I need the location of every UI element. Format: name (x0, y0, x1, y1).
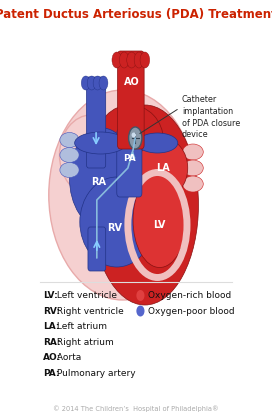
Text: Left ventricle: Left ventricle (54, 291, 116, 300)
Text: PA:: PA: (43, 369, 59, 378)
Ellipse shape (97, 105, 163, 175)
Text: RV: RV (107, 223, 122, 233)
Text: Left atrium: Left atrium (54, 322, 107, 331)
Ellipse shape (137, 133, 178, 153)
Ellipse shape (75, 132, 126, 154)
Text: Catheter
implantation
of PDA closure
device: Catheter implantation of PDA closure dev… (182, 95, 240, 139)
Ellipse shape (183, 144, 203, 160)
Ellipse shape (134, 52, 144, 68)
Text: Oxygen-poor blood: Oxygen-poor blood (148, 307, 234, 315)
Text: PA: PA (123, 154, 136, 163)
Ellipse shape (91, 105, 199, 305)
Ellipse shape (129, 127, 142, 149)
Ellipse shape (87, 76, 96, 90)
Ellipse shape (99, 76, 108, 90)
Ellipse shape (119, 52, 129, 68)
Text: AO:: AO: (43, 353, 61, 362)
Text: Aorta: Aorta (54, 353, 81, 362)
Ellipse shape (132, 132, 136, 137)
Ellipse shape (49, 90, 197, 300)
Ellipse shape (127, 52, 136, 68)
FancyBboxPatch shape (117, 129, 142, 197)
Text: Patent Ductus Arteriosus (PDA) Treatment: Patent Ductus Arteriosus (PDA) Treatment (0, 8, 272, 21)
Ellipse shape (69, 128, 135, 228)
FancyBboxPatch shape (118, 51, 144, 149)
Ellipse shape (60, 163, 79, 178)
Ellipse shape (133, 173, 186, 268)
Ellipse shape (93, 76, 102, 90)
Text: Right atrium: Right atrium (54, 337, 113, 347)
Ellipse shape (60, 132, 79, 147)
Circle shape (136, 290, 144, 301)
Text: AO: AO (124, 77, 140, 87)
Ellipse shape (81, 76, 90, 90)
Ellipse shape (137, 138, 188, 198)
Circle shape (136, 305, 144, 317)
Ellipse shape (183, 176, 203, 192)
Text: RA:: RA: (43, 337, 60, 347)
FancyBboxPatch shape (88, 227, 106, 271)
FancyBboxPatch shape (86, 77, 106, 168)
Ellipse shape (112, 52, 122, 68)
Text: © 2014 The Children’s  Hospital of Philadelphia®: © 2014 The Children’s Hospital of Philad… (53, 405, 219, 412)
Text: Oxygen-rich blood: Oxygen-rich blood (148, 291, 231, 300)
Text: LA: LA (156, 163, 169, 173)
Ellipse shape (80, 177, 154, 267)
Text: LA:: LA: (43, 322, 59, 331)
Text: LV: LV (153, 220, 166, 230)
Ellipse shape (140, 52, 150, 68)
Text: LV:: LV: (43, 291, 58, 300)
Text: Right ventricle: Right ventricle (54, 307, 123, 315)
Ellipse shape (183, 160, 203, 176)
Ellipse shape (60, 115, 122, 195)
Text: RA: RA (92, 177, 107, 187)
Text: Pulmonary artery: Pulmonary artery (54, 369, 135, 378)
Ellipse shape (60, 147, 79, 163)
Text: RV:: RV: (43, 307, 60, 315)
